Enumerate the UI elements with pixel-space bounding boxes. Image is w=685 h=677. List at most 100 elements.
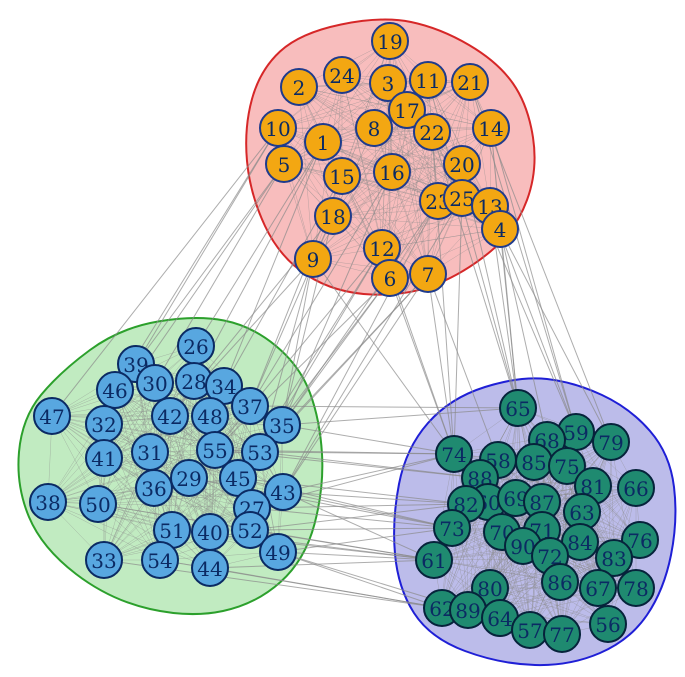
node-label: 33 (91, 549, 116, 573)
node-label: 19 (377, 30, 402, 54)
node-86: 86 (542, 564, 578, 600)
node-78: 78 (618, 570, 654, 606)
node-46: 46 (97, 372, 133, 408)
node-label: 36 (141, 477, 166, 501)
node-89: 89 (450, 592, 486, 628)
node-31: 31 (132, 434, 168, 470)
node-41: 41 (86, 440, 122, 476)
node-label: 24 (329, 64, 354, 88)
node-label: 40 (197, 521, 222, 545)
node-label: 66 (623, 477, 648, 501)
node-50: 50 (80, 486, 116, 522)
node-42: 42 (152, 398, 188, 434)
node-18: 18 (315, 198, 351, 234)
node-label: 25 (449, 187, 474, 211)
node-label: 47 (39, 405, 64, 429)
node-label: 49 (265, 541, 290, 565)
node-19: 19 (372, 23, 408, 59)
node-label: 30 (142, 372, 167, 396)
node-label: 75 (554, 455, 579, 479)
node-label: 8 (368, 117, 381, 141)
node-10: 10 (260, 110, 296, 146)
node-26: 26 (178, 328, 214, 364)
node-label: 7 (422, 263, 435, 287)
node-label: 15 (329, 165, 354, 189)
node-label: 46 (102, 379, 127, 403)
node-79: 79 (593, 424, 629, 460)
node-label: 44 (197, 557, 222, 581)
node-label: 77 (549, 623, 574, 647)
node-label: 17 (394, 99, 419, 123)
node-label: 9 (307, 248, 320, 272)
node-label: 57 (517, 619, 542, 643)
node-label: 28 (181, 370, 206, 394)
node-label: 12 (369, 237, 394, 261)
node-36: 36 (136, 470, 172, 506)
node-label: 50 (85, 493, 110, 517)
node-label: 74 (441, 443, 466, 467)
node-label: 35 (269, 414, 294, 438)
node-38: 38 (30, 484, 66, 520)
node-label: 42 (157, 405, 182, 429)
node-label: 10 (265, 117, 290, 141)
node-label: 5 (278, 153, 291, 177)
node-8: 8 (356, 110, 392, 146)
node-5: 5 (266, 146, 302, 182)
node-label: 11 (415, 69, 440, 93)
node-14: 14 (473, 110, 509, 146)
node-67: 67 (580, 570, 616, 606)
node-33: 33 (86, 542, 122, 578)
node-label: 52 (237, 519, 262, 543)
node-label: 3 (382, 72, 395, 96)
node-label: 4 (494, 218, 507, 242)
node-label: 73 (439, 517, 464, 541)
node-49: 49 (260, 534, 296, 570)
node-73: 73 (434, 510, 470, 546)
node-label: 2 (293, 76, 306, 100)
node-label: 64 (487, 607, 512, 631)
node-label: 16 (379, 161, 404, 185)
node-61: 61 (416, 542, 452, 578)
node-label: 55 (202, 439, 227, 463)
node-4: 4 (482, 211, 518, 247)
node-1: 1 (305, 124, 341, 160)
node-label: 14 (478, 117, 503, 141)
node-label: 63 (569, 501, 594, 525)
node-15: 15 (324, 158, 360, 194)
node-label: 83 (601, 547, 626, 571)
node-30: 30 (137, 365, 173, 401)
node-label: 26 (183, 335, 208, 359)
node-7: 7 (410, 256, 446, 292)
node-47: 47 (34, 398, 70, 434)
node-label: 85 (521, 451, 546, 475)
node-32: 32 (86, 406, 122, 442)
node-label: 41 (91, 447, 116, 471)
node-11: 11 (410, 62, 446, 98)
node-85: 85 (516, 444, 552, 480)
node-label: 54 (147, 549, 172, 573)
node-label: 20 (449, 153, 474, 177)
node-label: 32 (91, 413, 116, 437)
node-label: 51 (159, 519, 184, 543)
node-77: 77 (544, 616, 580, 652)
node-54: 54 (142, 542, 178, 578)
node-label: 29 (176, 467, 201, 491)
node-9: 9 (295, 241, 331, 277)
node-label: 65 (505, 397, 530, 421)
node-57: 57 (512, 612, 548, 648)
node-label: 1 (317, 131, 330, 155)
node-22: 22 (414, 114, 450, 150)
node-label: 61 (421, 549, 446, 573)
node-label: 76 (627, 529, 652, 553)
node-label: 67 (585, 577, 610, 601)
node-65: 65 (500, 390, 536, 426)
node-label: 38 (35, 491, 60, 515)
node-label: 86 (547, 571, 572, 595)
node-20: 20 (444, 146, 480, 182)
node-label: 31 (137, 441, 162, 465)
node-label: 48 (197, 405, 222, 429)
node-label: 18 (320, 205, 345, 229)
node-label: 84 (567, 531, 592, 555)
node-24: 24 (324, 57, 360, 93)
node-label: 89 (455, 599, 480, 623)
